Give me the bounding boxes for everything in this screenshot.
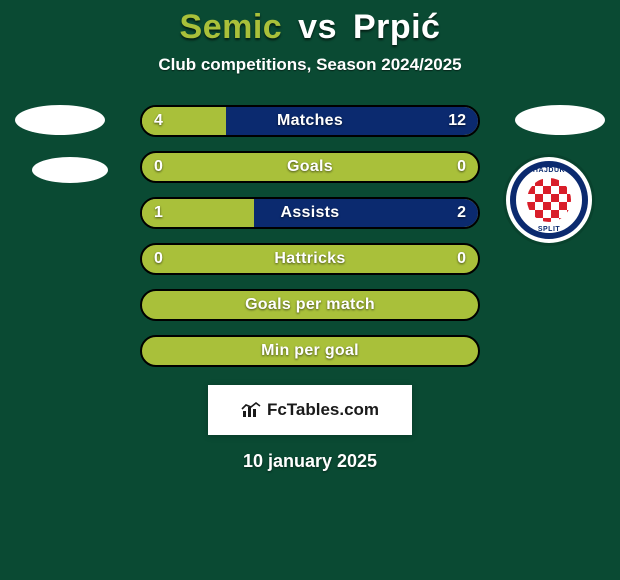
metric-bar: Goals0 0 (140, 151, 480, 183)
metric-label: Hattricks (142, 245, 478, 273)
badge-checker (527, 178, 571, 222)
player2-club-badge: HAJDUK SPLIT (506, 157, 592, 243)
metric-right-value: 0 (457, 245, 466, 273)
badge-text-bottom: SPLIT (506, 226, 592, 233)
watermark-text: FcTables.com (267, 400, 379, 420)
metric-bar: Min per goal (140, 335, 480, 367)
metric-bars: Matches412Goals00Assists12Hattricks00Goa… (140, 105, 480, 367)
metric-left-value: 1 (154, 199, 163, 227)
metric-label: Goals per match (142, 291, 478, 319)
metric-bar: Hattricks0 0 (140, 243, 480, 275)
metric-right-value: 12 (448, 107, 466, 135)
content-area: HAJDUK SPLIT Matches412Goals00Assists12H… (0, 105, 620, 472)
metric-left-value: 4 (154, 107, 163, 135)
metric-right-value: 0 (457, 153, 466, 181)
metric-left-value: 0 (154, 245, 163, 273)
watermark: FcTables.com (208, 385, 412, 435)
metric-bar: Goals per match (140, 289, 480, 321)
metric-label: Matches (142, 107, 478, 135)
page-title: Semic vs Prpić (0, 8, 620, 47)
metric-left-value: 0 (154, 153, 163, 181)
comparison-card: Semic vs Prpić Club competitions, Season… (0, 0, 620, 580)
metric-label: Goals (142, 153, 478, 181)
player1-name: Semic (180, 8, 283, 46)
date-label: 10 january 2025 (0, 451, 620, 472)
player1-avatar-placeholder (15, 105, 105, 135)
subtitle: Club competitions, Season 2024/2025 (0, 55, 620, 75)
badge-text-top: HAJDUK (506, 167, 592, 174)
player2-avatar-placeholder (515, 105, 605, 135)
metric-label: Assists (142, 199, 478, 227)
player1-club-placeholder (32, 157, 108, 183)
metric-right-value: 2 (457, 199, 466, 227)
metric-label: Min per goal (142, 337, 478, 365)
player2-name: Prpić (353, 8, 441, 46)
chart-icon (241, 402, 261, 418)
metric-bar: Assists1 2 (140, 197, 480, 229)
metric-bar: Matches4 12 (140, 105, 480, 137)
vs-label: vs (298, 8, 337, 46)
